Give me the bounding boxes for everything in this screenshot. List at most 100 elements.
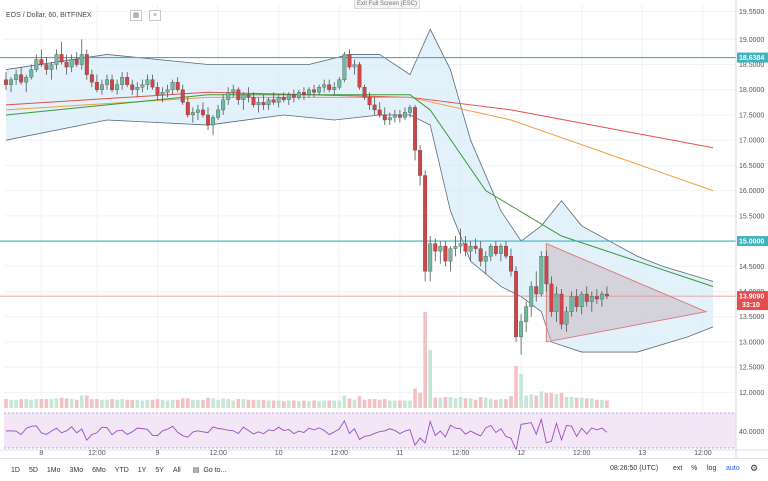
volume-bar bbox=[499, 399, 503, 408]
range-1d[interactable]: 1D bbox=[11, 466, 20, 474]
candle-body bbox=[529, 286, 534, 307]
candle-body bbox=[549, 283, 554, 312]
candle-body bbox=[589, 296, 594, 302]
volume-bar bbox=[423, 312, 427, 408]
volume-bar bbox=[438, 397, 443, 408]
exit-fullscreen-button[interactable]: Exit Full Screen (ESC) bbox=[354, 0, 420, 9]
triangle-pattern bbox=[545, 242, 708, 343]
rsi-panel bbox=[4, 412, 736, 452]
volume-bar bbox=[605, 400, 609, 408]
volume-bar bbox=[342, 395, 347, 408]
volume-bar bbox=[327, 400, 331, 408]
volume-bar bbox=[595, 399, 599, 408]
time-tick-label: 8 bbox=[39, 450, 43, 457]
symbol-title: EOS / Dollar, 60, BITFINEX bbox=[6, 12, 92, 19]
candle-body bbox=[84, 54, 89, 75]
volume-bar bbox=[79, 395, 84, 408]
horizontal-levels bbox=[0, 56, 736, 297]
candle-body bbox=[281, 97, 286, 100]
candle-body bbox=[74, 59, 79, 65]
volume-bar bbox=[367, 399, 372, 408]
candle-body bbox=[428, 243, 433, 272]
price-chart[interactable]: 19.5500 19.0000 18.5000 18.0000 17.5000 17.00… bbox=[0, 0, 768, 458]
range-3mo[interactable]: 3Mo bbox=[69, 466, 84, 474]
candle-body bbox=[599, 293, 604, 300]
candle-body bbox=[438, 245, 443, 252]
volume-bar bbox=[155, 399, 160, 408]
ext-toggle[interactable]: ext bbox=[673, 465, 683, 472]
time-tick-label: 13 bbox=[638, 450, 646, 457]
volume-bar bbox=[529, 394, 533, 408]
candle-body bbox=[397, 114, 402, 118]
time-tick-label: 11 bbox=[396, 450, 403, 457]
candle-body bbox=[352, 64, 357, 68]
volume-bar bbox=[549, 392, 554, 408]
volume-bar bbox=[135, 399, 140, 408]
candle-body bbox=[251, 97, 256, 106]
volume-bar bbox=[191, 399, 195, 408]
volume-bar bbox=[443, 397, 448, 408]
candle-body bbox=[79, 54, 84, 65]
volume-bar bbox=[428, 350, 432, 408]
candle-body bbox=[498, 245, 503, 254]
volume-bar bbox=[372, 399, 377, 408]
volume-bar bbox=[54, 398, 59, 408]
volume-bar bbox=[276, 400, 281, 408]
volume-bar bbox=[24, 399, 28, 408]
candle-body bbox=[493, 245, 498, 254]
auto-toggle[interactable]: auto bbox=[726, 465, 740, 472]
candle-body bbox=[301, 92, 306, 95]
volume-bar bbox=[494, 399, 498, 408]
volume-bar bbox=[322, 400, 326, 408]
percent-toggle[interactable]: % bbox=[691, 465, 698, 472]
candle-body bbox=[448, 248, 453, 262]
gear-icon[interactable]: ⚙ bbox=[750, 463, 759, 473]
price-axis[interactable]: 19.5500 19.0000 18.5000 18.0000 17.5000 17.00… bbox=[735, 0, 768, 458]
range-all[interactable]: All bbox=[172, 466, 181, 474]
range-5d[interactable]: 5D bbox=[28, 466, 38, 474]
goto-button[interactable]: Go to... bbox=[203, 466, 227, 474]
candle-body bbox=[175, 82, 180, 90]
volume-bar bbox=[130, 399, 135, 408]
range-1y[interactable]: 1Y bbox=[137, 466, 147, 474]
price-tick-label: 14.5000 bbox=[739, 264, 764, 271]
volume-bar bbox=[332, 400, 337, 408]
volume-bar bbox=[206, 397, 210, 408]
range-6mo[interactable]: 6Mo bbox=[92, 466, 106, 474]
candle-body bbox=[165, 89, 170, 93]
price-tick-label: 16.5000 bbox=[739, 163, 764, 170]
volume-bar bbox=[453, 398, 458, 408]
candle-body bbox=[402, 112, 407, 118]
close-icon[interactable]: × bbox=[149, 10, 161, 21]
log-toggle[interactable]: log bbox=[707, 465, 717, 472]
candle-body bbox=[115, 84, 120, 90]
volume-bar bbox=[271, 400, 276, 408]
candle-body bbox=[216, 109, 221, 118]
chart-settings-icon[interactable]: ▦ bbox=[130, 10, 142, 21]
utc-time: 08:26:50 (UTC) bbox=[610, 465, 659, 472]
volume-bar bbox=[312, 400, 316, 408]
volume-bar bbox=[382, 399, 387, 408]
volume-bar bbox=[231, 400, 236, 408]
rsi-level-label: 40.0000 bbox=[739, 429, 764, 436]
range-ytd[interactable]: YTD bbox=[114, 466, 129, 474]
volume-bar bbox=[95, 399, 99, 408]
bottom-toolbar: 1D 5D 1Mo 3Mo 6Mo YTD 1Y 5Y All ▤ Go to.… bbox=[0, 458, 768, 481]
time-axis[interactable]: 8 12:00 9 12:00 10 12:00 11 12:00 12 12:00 13 12:00 bbox=[0, 449, 768, 457]
candle-body bbox=[89, 74, 94, 83]
bollinger-upper bbox=[5, 28, 714, 282]
candle-body bbox=[559, 293, 564, 325]
range-1mo[interactable]: 1Mo bbox=[46, 466, 61, 474]
range-5y[interactable]: 5Y bbox=[155, 466, 164, 474]
candle-body bbox=[94, 82, 99, 90]
candle-body bbox=[539, 256, 544, 295]
candle-body bbox=[473, 245, 478, 249]
candle-body bbox=[483, 256, 488, 262]
volume-bar bbox=[241, 399, 246, 408]
candle-body bbox=[59, 54, 64, 63]
volume-bar bbox=[579, 397, 584, 408]
calendar-icon[interactable]: ▤ bbox=[192, 467, 200, 474]
volume-bar bbox=[186, 398, 190, 408]
candle-body bbox=[4, 79, 8, 85]
